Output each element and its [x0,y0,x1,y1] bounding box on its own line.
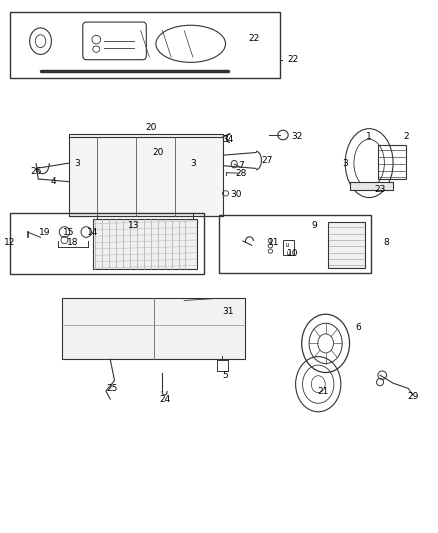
Text: 3: 3 [74,159,81,167]
Text: 23: 23 [374,185,386,194]
Bar [283,240,294,255]
Text: 34: 34 [222,135,233,144]
Text: 20: 20 [146,123,157,132]
Text: 30: 30 [231,190,242,199]
Text: 25: 25 [107,384,118,393]
Text: 9: 9 [312,221,318,230]
Text: 19: 19 [39,228,51,237]
Bar [97,214,193,248]
Bar [69,134,223,216]
Text: 21: 21 [318,386,329,395]
Text: 13: 13 [128,221,140,230]
Text: 27: 27 [261,156,272,165]
Text: 18: 18 [67,238,79,247]
Text: 3: 3 [190,159,196,167]
Text: 2: 2 [403,132,409,141]
Text: 22: 22 [248,34,259,43]
Text: 31: 31 [222,307,233,316]
Text: 5: 5 [223,370,228,379]
Text: 20: 20 [152,148,164,157]
Text: 24: 24 [159,394,170,403]
Bar [378,144,406,179]
Text: 6: 6 [355,323,361,332]
Bar [217,360,228,372]
Bar [10,12,280,78]
Bar [10,214,204,274]
Text: 11: 11 [268,238,279,247]
Bar [350,182,393,190]
Bar [62,298,245,359]
Text: 4: 4 [51,177,57,186]
Text: 15: 15 [63,228,74,237]
Text: 1: 1 [366,132,372,141]
Text: 12: 12 [4,238,16,247]
Text: 8: 8 [384,238,389,247]
Text: 29: 29 [407,392,418,401]
Bar [328,222,365,268]
Text: 22: 22 [287,55,299,64]
Text: 7: 7 [238,161,244,170]
Text: 26: 26 [31,166,42,175]
Bar [219,215,371,273]
Text: 32: 32 [292,132,303,141]
Text: 10: 10 [287,249,299,258]
Bar [93,219,197,269]
Text: 28: 28 [235,169,247,178]
Text: 3: 3 [343,159,348,167]
Text: 14: 14 [87,228,99,237]
